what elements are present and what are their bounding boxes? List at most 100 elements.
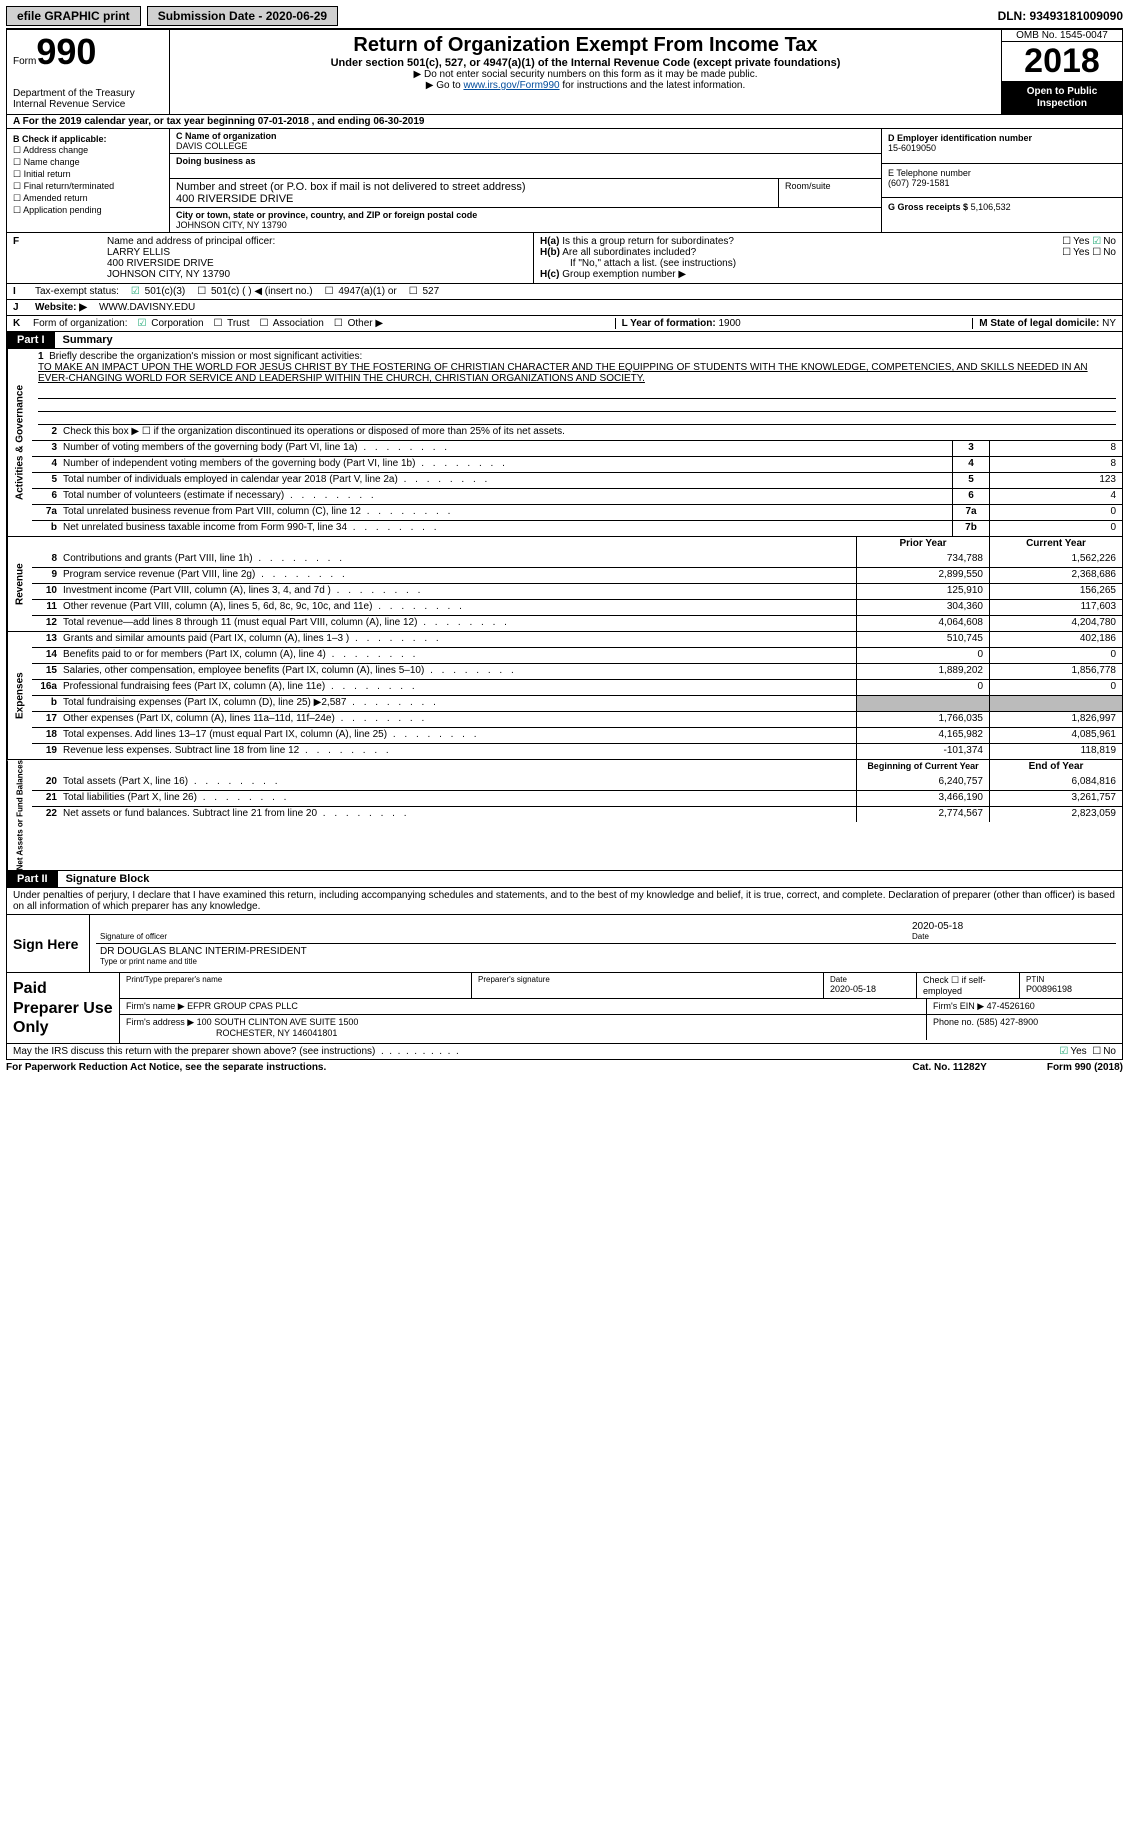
org-name: DAVIS COLLEGE	[176, 141, 875, 151]
omb-number: OMB No. 1545-0047	[1002, 30, 1122, 41]
row-i: I Tax-exempt status: 501(c)(3) 501(c) ( …	[6, 284, 1123, 300]
chk-501c3[interactable]	[131, 286, 142, 297]
col-end-year: End of Year	[989, 760, 1122, 775]
chk-527[interactable]	[409, 286, 420, 297]
officer-name: LARRY ELLIS	[107, 247, 527, 258]
na-header: Beginning of Current Year End of Year	[32, 760, 1122, 775]
signature-block: Under penalties of perjury, I declare th…	[6, 888, 1123, 1044]
cat-no: Cat. No. 11282Y	[912, 1062, 986, 1073]
firm-ein: 47-4526160	[987, 1001, 1035, 1011]
ha-yes[interactable]	[1062, 236, 1073, 247]
col-d: D Employer identification number 15-6019…	[881, 129, 1122, 232]
pra-notice: For Paperwork Reduction Act Notice, see …	[6, 1062, 912, 1073]
row-k: K Form of organization: Corporation Trus…	[6, 316, 1123, 332]
top-bar: efile GRAPHIC print Submission Date - 20…	[6, 6, 1123, 30]
col-begin-year: Beginning of Current Year	[856, 760, 989, 775]
rev-header: Prior Year Current Year	[32, 537, 1122, 552]
table-row: 2Check this box ▶ ☐ if the organization …	[32, 425, 1122, 440]
open-to-public: Open to Public Inspection	[1002, 82, 1122, 114]
ptin-label: PTIN	[1026, 975, 1116, 984]
chk-address-change[interactable]: Address change	[13, 145, 163, 156]
chk-other[interactable]	[334, 318, 345, 329]
table-row: 18Total expenses. Add lines 13–17 (must …	[32, 727, 1122, 743]
paid-preparer-label: Paid Preparer Use Only	[7, 973, 120, 1043]
org-address: 400 RIVERSIDE DRIVE	[176, 193, 772, 205]
section-a: A For the 2019 calendar year, or tax yea…	[6, 115, 1123, 129]
org-city: JOHNSON CITY, NY 13790	[176, 220, 875, 230]
dln: DLN: 93493181009090	[998, 9, 1123, 23]
chk-initial-return[interactable]: Initial return	[13, 169, 163, 180]
col-b-head: B Check if applicable:	[13, 134, 163, 144]
chk-assoc[interactable]	[260, 318, 271, 329]
form-label: Form	[13, 56, 36, 67]
table-row: 8Contributions and grants (Part VIII, li…	[32, 552, 1122, 567]
hb-note: If "No," attach a list. (see instruction…	[540, 258, 1116, 269]
sig-intro: Under penalties of perjury, I declare th…	[7, 888, 1122, 914]
page-footer: For Paperwork Reduction Act Notice, see …	[6, 1060, 1123, 1075]
table-row: 12Total revenue—add lines 8 through 11 (…	[32, 615, 1122, 631]
hc-text: Group exemption number ▶	[562, 269, 686, 280]
chk-name-change[interactable]: Name change	[13, 157, 163, 168]
table-row: 13Grants and similar amounts paid (Part …	[32, 632, 1122, 647]
ha-text: Is this a group return for subordinates?	[562, 236, 734, 247]
col-current-year: Current Year	[989, 537, 1122, 552]
netassets-section: Net Assets or Fund Balances Beginning of…	[6, 760, 1123, 871]
goto-prefix: Go to	[426, 80, 464, 91]
website-label: Website: ▶	[35, 302, 87, 313]
expenses-section: Expenses 13Grants and similar amounts pa…	[6, 632, 1123, 760]
ein-value: 15-6019050	[888, 143, 1116, 153]
chk-trust[interactable]	[214, 318, 225, 329]
chk-corp[interactable]	[138, 318, 149, 329]
chk-501c[interactable]	[197, 286, 208, 297]
officer-printed-name: DR DOUGLAS BLANC INTERIM-PRESIDENT	[100, 946, 1112, 957]
opt-trust: Trust	[227, 318, 249, 329]
prep-date: 2020-05-18	[830, 984, 876, 994]
chk-4947[interactable]	[325, 286, 336, 297]
opt-501c3: 501(c)(3)	[145, 286, 186, 297]
org-info-grid: B Check if applicable: Address change Na…	[6, 129, 1123, 233]
submission-date: Submission Date - 2020-06-29	[147, 6, 338, 26]
city-label: City or town, state or province, country…	[176, 210, 875, 220]
goto-suffix: for instructions and the latest informat…	[560, 80, 746, 91]
ha-no[interactable]	[1092, 236, 1103, 247]
row-fgh: F Name and address of principal officer:…	[6, 233, 1123, 284]
table-row: bNet unrelated business taxable income f…	[32, 520, 1122, 536]
table-row: 3Number of voting members of the governi…	[32, 440, 1122, 456]
chk-final-return[interactable]: Final return/terminated	[13, 181, 163, 192]
blank-line	[38, 412, 1116, 425]
hb-yes[interactable]	[1062, 247, 1073, 258]
officer-addr2: JOHNSON CITY, NY 13790	[107, 269, 527, 280]
chk-pending[interactable]: Application pending	[13, 205, 163, 216]
prep-sig-label: Preparer's signature	[478, 975, 817, 984]
firm-phone-label: Phone no.	[933, 1017, 974, 1027]
table-row: 6Total number of volunteers (estimate if…	[32, 488, 1122, 504]
discuss-no[interactable]	[1092, 1046, 1103, 1057]
year-form-label: L Year of formation:	[622, 318, 716, 329]
hb-no[interactable]	[1092, 247, 1103, 258]
part1-bar: Part I Summary	[6, 332, 1123, 349]
form-subtitle: Under section 501(c), 527, or 4947(a)(1)…	[176, 57, 995, 69]
ein-label: D Employer identification number	[888, 133, 1116, 143]
discuss-yes[interactable]	[1059, 1046, 1070, 1057]
ptin-value: P00896198	[1026, 984, 1072, 994]
prep-self-employed[interactable]: Check ☐ if self-employed	[917, 973, 1020, 998]
col-prior-year: Prior Year	[856, 537, 989, 552]
governance-section: Activities & Governance 1 Briefly descri…	[6, 349, 1123, 537]
opt-4947: 4947(a)(1) or	[338, 286, 396, 297]
form-title: Return of Organization Exempt From Incom…	[176, 34, 995, 57]
firm-addr1: 100 SOUTH CLINTON AVE SUITE 1500	[197, 1017, 359, 1027]
part1-head: Part I	[7, 332, 55, 348]
table-row: 21Total liabilities (Part X, line 26)3,4…	[32, 790, 1122, 806]
k-label: K	[13, 318, 23, 329]
form-org-label: Form of organization:	[33, 318, 128, 329]
instructions-link[interactable]: www.irs.gov/Form990	[463, 80, 559, 91]
tax-year: 2018	[1002, 41, 1122, 82]
chk-amended[interactable]: Amended return	[13, 193, 163, 204]
i-label: I	[13, 286, 23, 297]
discuss-text: May the IRS discuss this return with the…	[13, 1046, 375, 1057]
h-section: H(a) Is this a group return for subordin…	[533, 233, 1122, 283]
firm-ein-label: Firm's EIN ▶	[933, 1001, 984, 1011]
mission-text: TO MAKE AN IMPACT UPON THE WORLD FOR JES…	[38, 362, 1088, 384]
opt-527: 527	[422, 286, 439, 297]
sign-here-label: Sign Here	[7, 915, 90, 972]
